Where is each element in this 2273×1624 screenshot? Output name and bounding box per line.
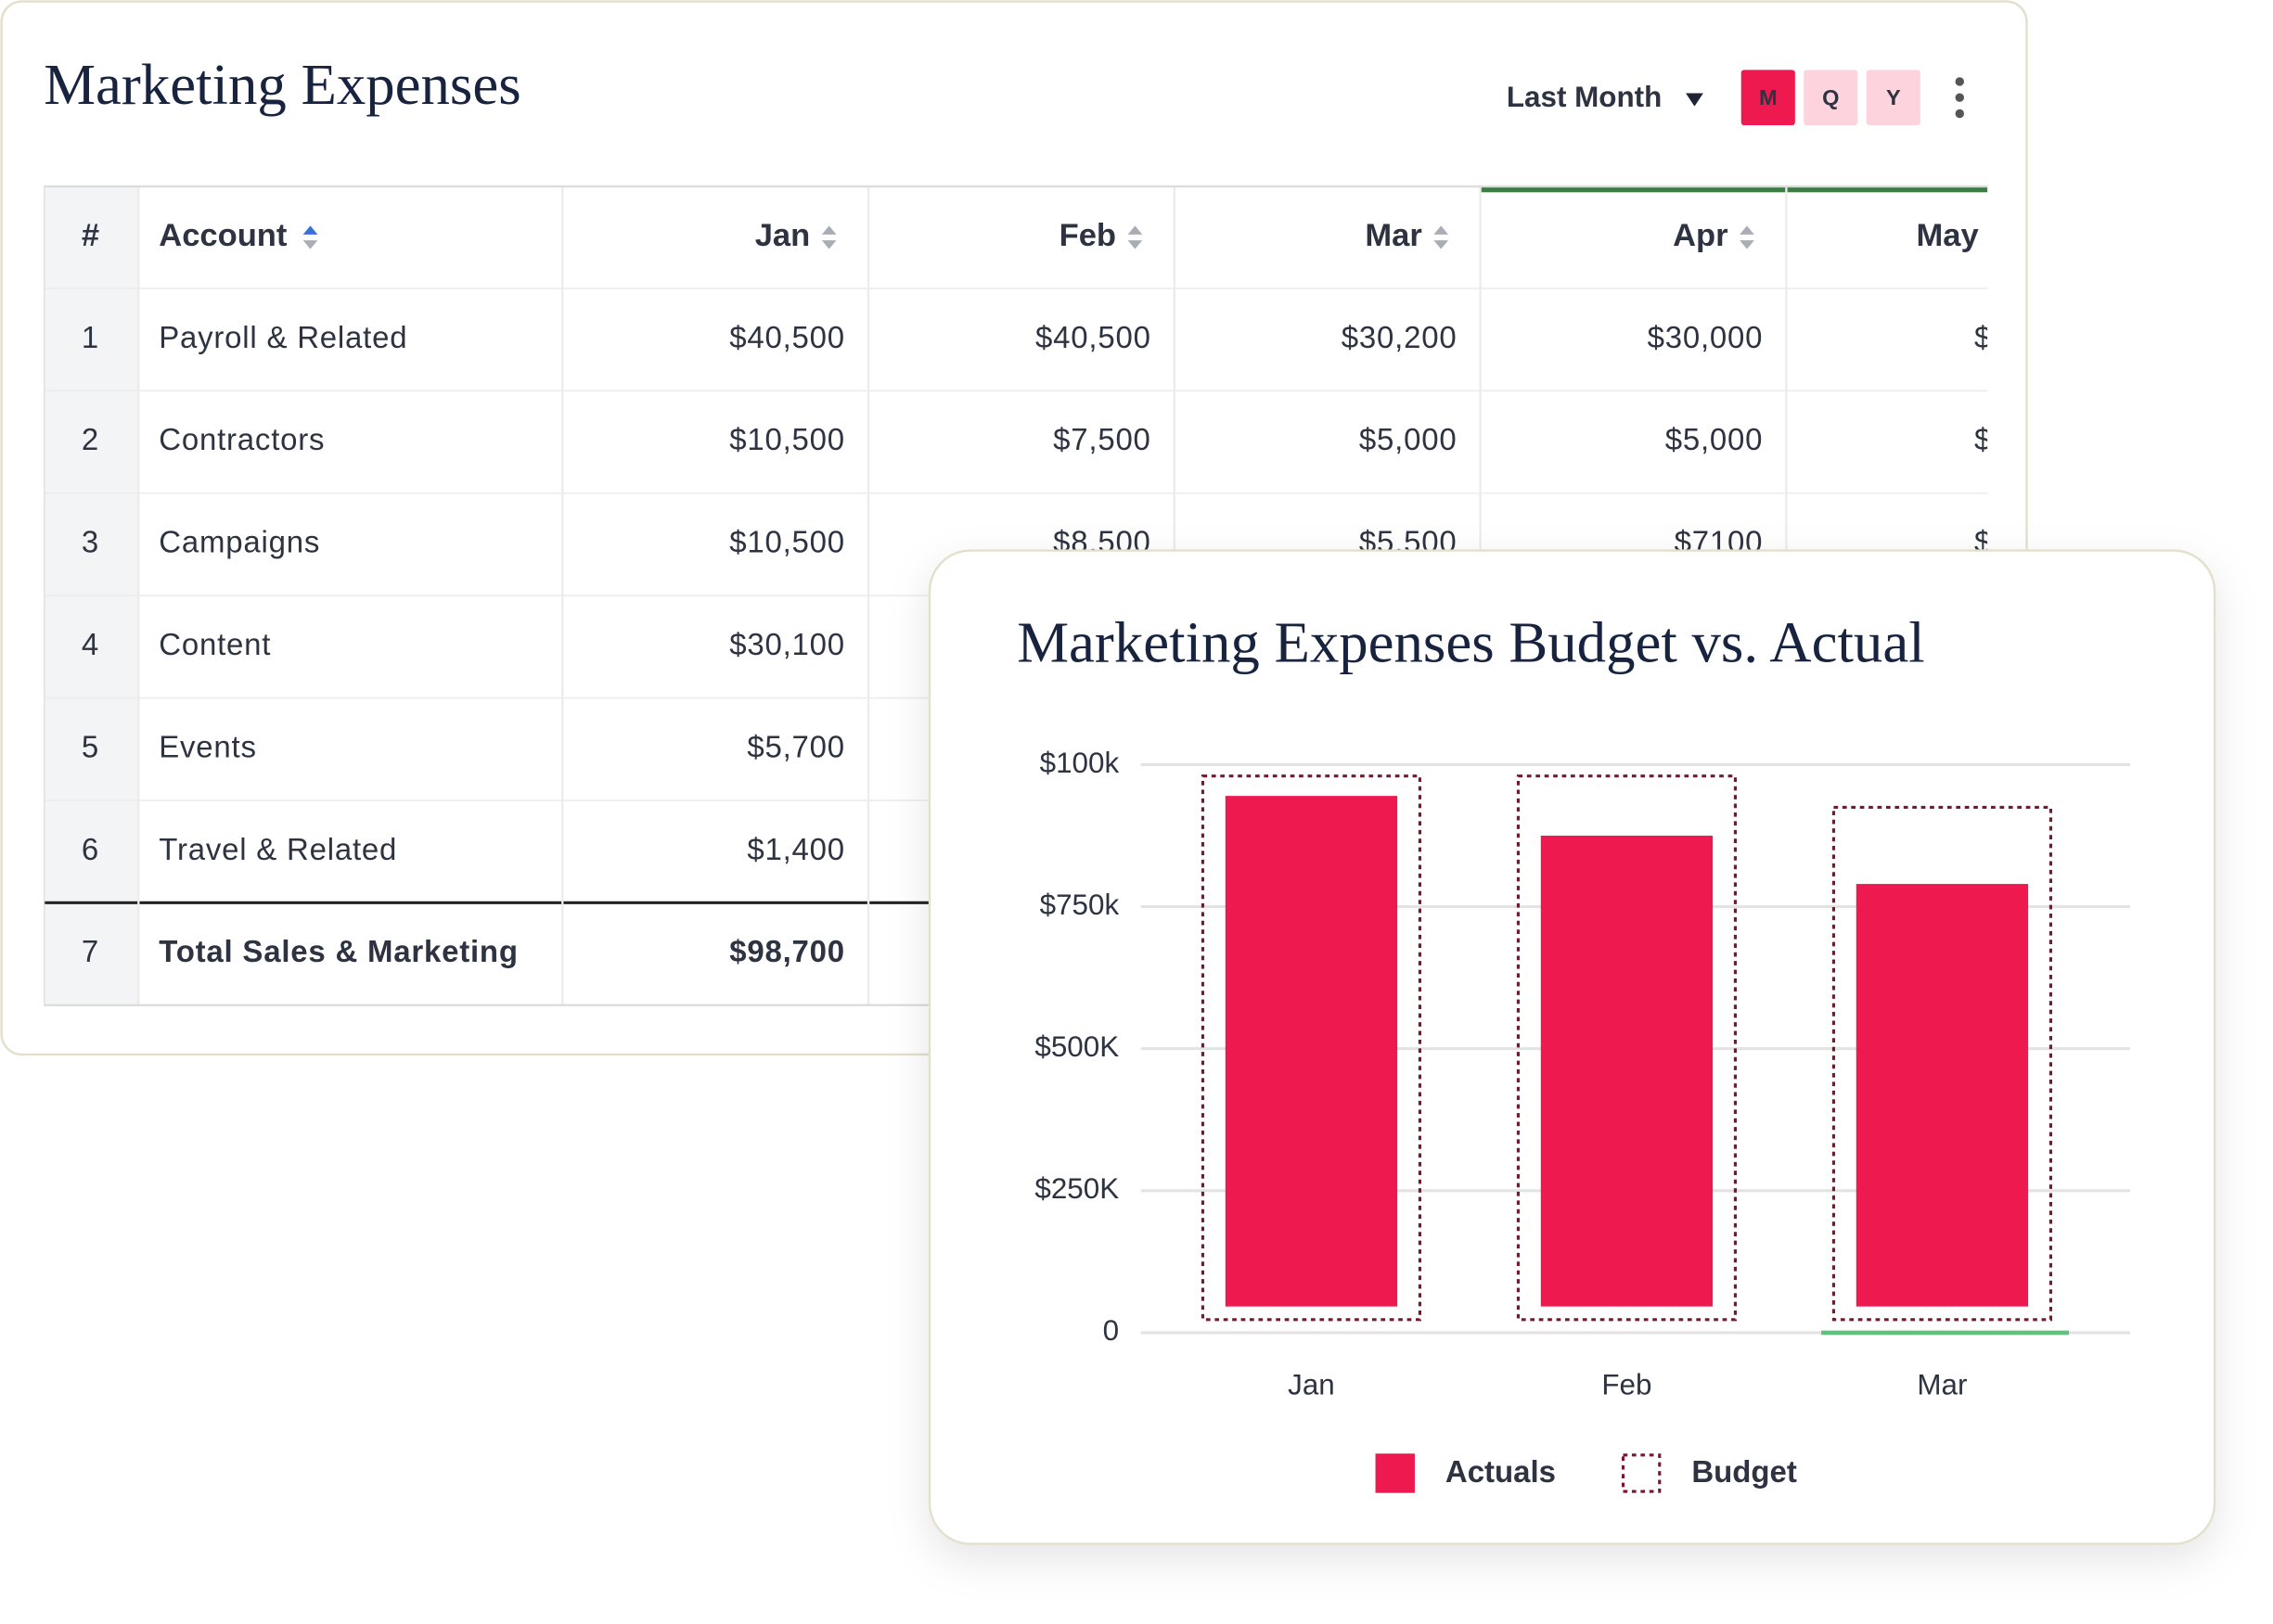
- amount-cell: $40,500: [729, 320, 845, 354]
- row-number: 3: [82, 525, 99, 559]
- dropdown-caret[interactable]: [1686, 93, 1703, 107]
- page-title: Marketing Expenses: [44, 52, 520, 117]
- sort-icon[interactable]: [821, 240, 837, 249]
- view-button-label[interactable]: Q: [1822, 85, 1839, 109]
- legend-swatch: [1621, 1453, 1662, 1493]
- amount-cell: $: [1974, 320, 1992, 354]
- amount-cell: $5,000: [1359, 422, 1458, 456]
- menu-dot[interactable]: [1955, 77, 1964, 86]
- account-name: Payroll & Related: [159, 320, 407, 354]
- sort-icon[interactable]: [821, 225, 837, 235]
- view-button[interactable]: [1740, 70, 1795, 126]
- account-name: Events: [159, 729, 257, 763]
- row-number: 2: [82, 422, 99, 456]
- view-button-label[interactable]: Y: [1886, 85, 1901, 109]
- view-button[interactable]: [1866, 70, 1920, 126]
- column-header[interactable]: Jan: [755, 218, 811, 253]
- plot: 0 $250K $500K $750k $100k Jan Feb Mar Actuals Bud…: [1034, 747, 2131, 1493]
- sort-icon[interactable]: [1127, 240, 1143, 249]
- amount-cell: $10,500: [729, 422, 845, 456]
- column-header[interactable]: Feb: [1059, 218, 1116, 253]
- menu-dot[interactable]: [1955, 93, 1964, 102]
- y-tick-label: $500K: [1034, 1030, 1119, 1063]
- column-header: #: [82, 218, 99, 253]
- actual-bar: [1540, 836, 1714, 1307]
- row-number: 7: [82, 934, 99, 968]
- x-tick-label: Feb: [1601, 1368, 1651, 1400]
- column-header[interactable]: Mar: [1365, 218, 1421, 253]
- y-tick-label: $100k: [1040, 747, 1120, 779]
- period-label[interactable]: Last Month: [1507, 81, 1662, 113]
- amount-cell: $1,400: [747, 832, 845, 866]
- amount-cell: $5,700: [747, 729, 845, 763]
- column-header[interactable]: Account: [159, 218, 288, 253]
- sort-icon[interactable]: [1433, 225, 1449, 235]
- sort-icon[interactable]: [302, 240, 318, 249]
- row-number: 1: [82, 320, 99, 354]
- budget-bar: [1516, 774, 1738, 1322]
- amount-cell: $40,500: [1035, 320, 1151, 354]
- actual-bar: [1225, 796, 1398, 1307]
- sort-icon[interactable]: [1433, 240, 1449, 249]
- column-header[interactable]: Apr: [1673, 218, 1727, 253]
- amount-cell: $10,500: [729, 525, 845, 559]
- column-header[interactable]: May: [1917, 218, 1980, 253]
- budget-bar: [1831, 805, 2052, 1322]
- sort-icon[interactable]: [1740, 225, 1754, 235]
- more-menu[interactable]: [1955, 77, 1964, 119]
- sort-icon[interactable]: [1127, 225, 1143, 235]
- x-tick-label: Mar: [1917, 1368, 1967, 1400]
- legend-label: Budget: [1691, 1454, 1797, 1489]
- row-number: 5: [82, 729, 99, 763]
- row-number: 6: [82, 832, 99, 866]
- amount-cell: $30,000: [1648, 320, 1764, 354]
- menu-dot[interactable]: [1955, 109, 1964, 119]
- account-name: Travel & Related: [159, 832, 397, 866]
- amount-cell: $7,500: [1053, 422, 1151, 456]
- chart-title: Marketing Expenses Budget vs. Actual: [1017, 609, 1924, 674]
- amount-cell: $: [1974, 422, 1992, 456]
- account-name: Total Sales & Marketing: [159, 934, 519, 968]
- account-name: Contractors: [159, 422, 325, 456]
- period-dropdown[interactable]: Last Month: [1507, 81, 1703, 113]
- view-button[interactable]: [1804, 70, 1858, 126]
- legend-swatch: [1375, 1453, 1415, 1493]
- view-button-label[interactable]: M: [1759, 85, 1778, 109]
- amount-cell: $30,200: [1342, 320, 1458, 354]
- amount-cell: $5,000: [1665, 422, 1764, 456]
- amount-cell: $98,700: [729, 934, 845, 968]
- account-name: Content: [159, 627, 271, 661]
- chart-card: Marketing Expenses Budget vs. Actual 0 $2…: [928, 549, 2216, 1545]
- legend-label: Actuals: [1445, 1454, 1556, 1489]
- sort-icon[interactable]: [1740, 240, 1754, 249]
- highlight-bar: [1480, 186, 1988, 193]
- account-name: Campaigns: [159, 525, 320, 559]
- budget-bar: [1201, 774, 1422, 1322]
- row-number: 4: [82, 627, 99, 661]
- y-tick-label: 0: [1103, 1314, 1119, 1347]
- y-tick-label: $250K: [1034, 1172, 1119, 1205]
- y-tick-label: $750k: [1040, 889, 1120, 921]
- sort-icon[interactable]: [302, 225, 318, 235]
- actual-bar: [1856, 884, 2029, 1307]
- amount-cell: $30,100: [729, 627, 845, 661]
- x-tick-label: Jan: [1288, 1368, 1335, 1400]
